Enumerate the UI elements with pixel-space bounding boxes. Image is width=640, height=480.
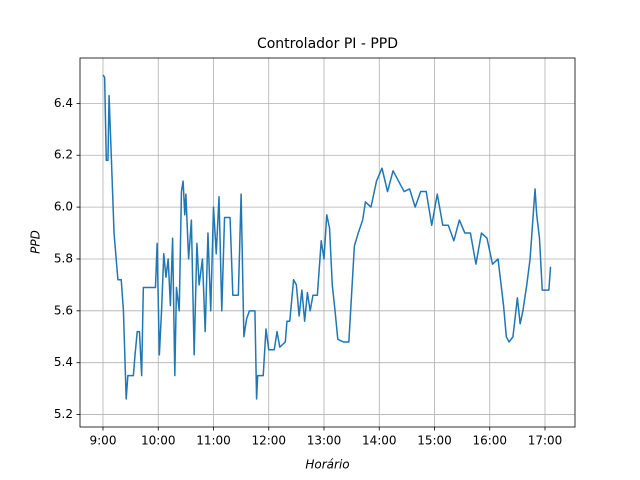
y-axis-label: PPD — [29, 230, 43, 254]
data-line — [102, 74, 552, 400]
plot-area — [80, 58, 575, 427]
y-tick-label: 5.2 — [54, 407, 73, 421]
x-tick-label: 9:00 — [90, 434, 117, 448]
x-tick-label: 15:00 — [417, 434, 452, 448]
x-tick-label: 10:00 — [141, 434, 176, 448]
x-tick-label: 16:00 — [472, 434, 507, 448]
y-tick-label: 6.2 — [54, 148, 73, 162]
x-tick-label: 12:00 — [251, 434, 286, 448]
chart-title: Controlador PI - PPD — [257, 36, 398, 52]
x-tick-label: 14:00 — [362, 434, 397, 448]
x-tick-label: 13:00 — [307, 434, 342, 448]
y-tick-label: 6.0 — [54, 200, 73, 214]
y-tick-label: 5.6 — [54, 303, 73, 317]
x-tick-label: 17:00 — [528, 434, 563, 448]
y-tick-label: 5.4 — [54, 355, 73, 369]
axes-frame — [79, 57, 576, 428]
x-axis-label: Horário — [305, 458, 349, 472]
y-tick-label: 5.8 — [54, 251, 73, 265]
x-tick-label: 11:00 — [196, 434, 231, 448]
y-tick-label: 6.4 — [54, 96, 73, 110]
